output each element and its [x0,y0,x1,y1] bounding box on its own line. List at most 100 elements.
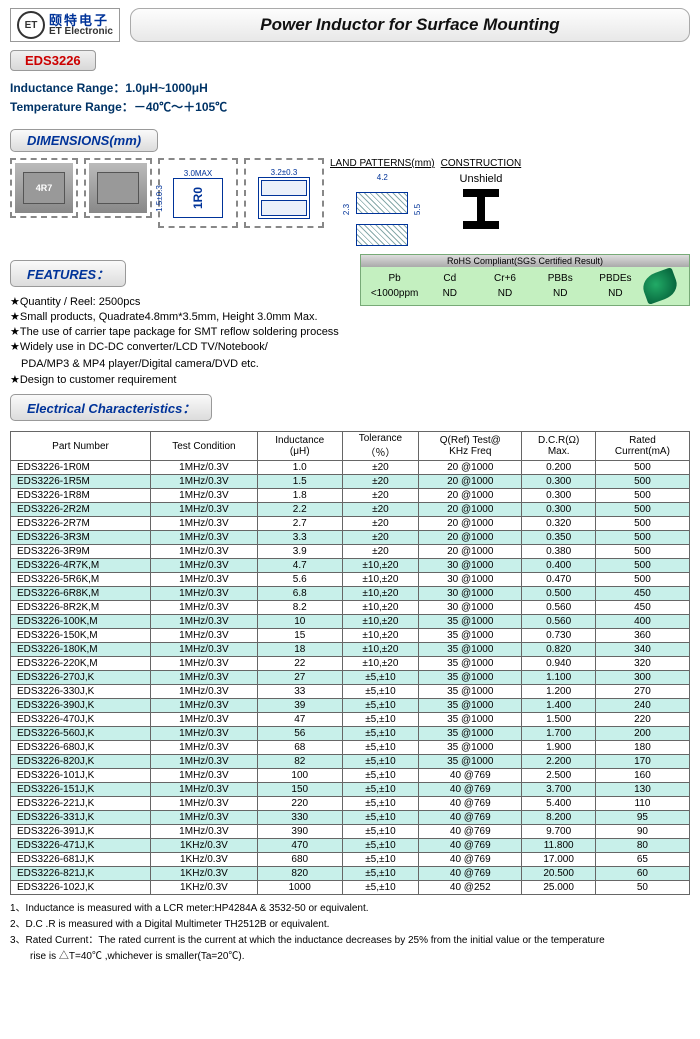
table-cell: 82 [257,755,342,769]
table-cell: ±10,±20 [342,615,418,629]
spec-lines: Inductance Range：1.0μH~1000μH Temperatur… [10,79,690,115]
construction-icon [463,189,499,229]
table-row: EDS3226-1R8M1MHz/0.3V1.8±2020 @10000.300… [11,489,690,503]
table-row: EDS3226-821J,K1KHz/0.3V820±5,±1040 @7692… [11,867,690,881]
table-cell: 20 @1000 [419,489,522,503]
table-cell: 35 @1000 [419,699,522,713]
table-cell: ±5,±10 [342,713,418,727]
table-cell: EDS3226-221J,K [11,797,151,811]
table-cell: 80 [595,839,689,853]
table-cell: ±5,±10 [342,741,418,755]
table-cell: 500 [595,559,689,573]
table-cell: 65 [595,853,689,867]
table-row: EDS3226-150K,M1MHz/0.3V15±10,±2035 @1000… [11,629,690,643]
feature-item: ★Small products, Quadrate4.8mm*3.5mm, He… [10,310,350,323]
logo-glyph: ET [17,11,45,39]
table-cell: ±5,±10 [342,811,418,825]
table-cell: 40 @769 [419,811,522,825]
table-cell: 10 [257,615,342,629]
table-cell: 2.500 [522,769,595,783]
table-cell: EDS3226-3R3M [11,531,151,545]
table-cell: 0.350 [522,531,595,545]
feature-item: ★The use of carrier tape package for SMT… [10,325,350,338]
table-cell: 160 [595,769,689,783]
table-row: EDS3226-151J,K1MHz/0.3V150±5,±1040 @7693… [11,783,690,797]
table-cell: 450 [595,601,689,615]
table-cell: 1.0 [257,461,342,475]
table-cell: 20 @1000 [419,503,522,517]
table-cell: ±20 [342,461,418,475]
table-cell: 1MHz/0.3V [151,811,258,825]
table-cell: 11.800 [522,839,595,853]
land-h1: 2.3 [342,204,351,215]
table-cell: 8.2 [257,601,342,615]
table-cell: 0.200 [522,461,595,475]
table-cell: 0.320 [522,517,595,531]
table-cell: 1.900 [522,741,595,755]
note-line: 1、Inductance is measured with a LCR mete… [10,899,690,914]
table-cell: 1KHz/0.3V [151,867,258,881]
table-cell: 33 [257,685,342,699]
table-cell: 360 [595,629,689,643]
table-cell: 0.730 [522,629,595,643]
table-cell: 4.7 [257,559,342,573]
table-row: EDS3226-221J,K1MHz/0.3V220±5,±1040 @7695… [11,797,690,811]
table-cell: EDS3226-820J,K [11,755,151,769]
table-cell: 1MHz/0.3V [151,503,258,517]
table-row: EDS3226-1R5M1MHz/0.3V1.5±2020 @10000.300… [11,475,690,489]
table-cell: ±5,±10 [342,881,418,895]
table-cell: EDS3226-471J,K [11,839,151,853]
table-cell: 0.380 [522,545,595,559]
header-row: ET 颐特电子 ET Electronic Power Inductor for… [10,8,690,42]
table-cell: ±5,±10 [342,797,418,811]
table-cell: 270 [595,685,689,699]
product-photo-2 [84,158,152,218]
table-cell: EDS3226-390J,K [11,699,151,713]
table-cell: 1MHz/0.3V [151,657,258,671]
table-cell: 1KHz/0.3V [151,839,258,853]
table-cell: 200 [595,727,689,741]
table-cell: EDS3226-681J,K [11,853,151,867]
dim-height-side: 1.5±0.3 [155,185,164,212]
table-cell: EDS3226-1R0M [11,461,151,475]
table-cell: 0.400 [522,559,595,573]
table-cell: ±5,±10 [342,783,418,797]
table-cell: ±10,±20 [342,587,418,601]
construction-title: CONSTRUCTION [441,158,522,169]
table-cell: ±10,±20 [342,643,418,657]
rohs-value: ND [588,287,643,300]
table-cell: 1MHz/0.3V [151,713,258,727]
table-cell: 240 [595,699,689,713]
table-cell: ±5,±10 [342,755,418,769]
table-cell: 5.6 [257,573,342,587]
table-header: Q(Ref) Test@KHz Freq [419,432,522,461]
table-cell: 1MHz/0.3V [151,727,258,741]
section-electrical: Electrical Characteristics： [10,394,212,421]
table-cell: 500 [595,489,689,503]
table-cell: 1.5 [257,475,342,489]
photo-side-icon [97,172,139,204]
table-cell: 35 @1000 [419,713,522,727]
table-row: EDS3226-102J,K1KHz/0.3V1000±5,±1040 @252… [11,881,690,895]
table-cell: 8.200 [522,811,595,825]
table-row: EDS3226-101J,K1MHz/0.3V100±5,±1040 @7692… [11,769,690,783]
table-row: EDS3226-2R2M1MHz/0.3V2.2±2020 @10000.300… [11,503,690,517]
table-cell: ±5,±10 [342,839,418,853]
page-title: Power Inductor for Surface Mounting [130,8,690,42]
table-cell: EDS3226-5R6K,M [11,573,151,587]
table-cell: ±20 [342,531,418,545]
pkg-text: 1R0 [191,186,205,208]
table-cell: ±20 [342,475,418,489]
table-cell: ±10,±20 [342,657,418,671]
table-cell: 40 @769 [419,839,522,853]
table-cell: EDS3226-270J,K [11,671,151,685]
table-cell: 40 @769 [419,783,522,797]
table-cell: 470 [257,839,342,853]
table-cell: 35 @1000 [419,629,522,643]
rohs-title: RoHS Compliant(SGS Certified Result) [361,255,689,267]
table-cell: 1MHz/0.3V [151,769,258,783]
table-cell: 220 [595,713,689,727]
table-cell: 500 [595,503,689,517]
table-cell: ±5,±10 [342,825,418,839]
note-line: 3、Rated Current：The rated current is the… [10,931,690,946]
